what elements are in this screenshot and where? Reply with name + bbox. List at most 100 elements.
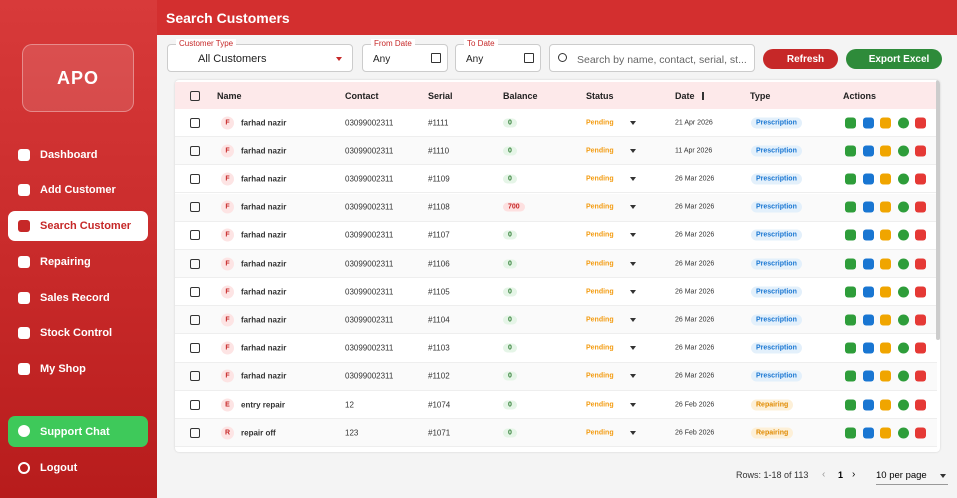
row-checkbox[interactable] [190, 315, 200, 325]
action-button[interactable] [845, 343, 856, 354]
status[interactable]: Pending [586, 429, 614, 436]
status[interactable]: Pending [586, 288, 614, 295]
row-checkbox[interactable] [190, 428, 200, 438]
status[interactable]: Pending [586, 232, 614, 239]
export-button[interactable]: Export Excel [846, 49, 942, 69]
action-button[interactable] [898, 427, 909, 438]
page-number[interactable]: 1 [838, 470, 843, 480]
status[interactable]: Pending [586, 204, 614, 211]
action-button[interactable] [880, 286, 891, 297]
status-caret[interactable] [630, 346, 636, 350]
action-button[interactable] [915, 202, 926, 213]
action-button[interactable] [863, 371, 874, 382]
row-checkbox[interactable] [190, 371, 200, 381]
prev-page[interactable]: ‹ [822, 469, 825, 480]
action-button[interactable] [880, 371, 891, 382]
action-button[interactable] [880, 399, 891, 410]
status[interactable]: Pending [586, 175, 614, 182]
from-date[interactable]: From Date Any [362, 44, 448, 72]
nav-item[interactable]: Dashboard [8, 140, 148, 170]
logo[interactable]: APO [22, 44, 134, 112]
action-button[interactable] [863, 117, 874, 128]
action-button[interactable] [845, 427, 856, 438]
action-button[interactable] [863, 258, 874, 269]
action-button[interactable] [880, 230, 891, 241]
status[interactable]: Pending [586, 316, 614, 323]
row-checkbox[interactable] [190, 146, 200, 156]
nav-item[interactable]: My Shop [8, 354, 148, 384]
nav-item[interactable]: Search Customer [8, 211, 148, 241]
status-caret[interactable] [630, 205, 636, 209]
column-header[interactable]: Date [675, 91, 695, 101]
row-checkbox[interactable] [190, 174, 200, 184]
nav-item[interactable]: Repairing [8, 247, 148, 277]
action-button[interactable] [915, 371, 926, 382]
action-button[interactable] [845, 371, 856, 382]
action-button[interactable] [845, 145, 856, 156]
action-button[interactable] [863, 173, 874, 184]
action-button[interactable] [898, 371, 909, 382]
nav-item[interactable]: Stock Control [8, 318, 148, 348]
status-caret[interactable] [630, 374, 636, 378]
status[interactable]: Pending [586, 373, 614, 380]
action-button[interactable] [863, 202, 874, 213]
search-input[interactable]: Search by name, contact, serial, st... [549, 44, 755, 72]
action-button[interactable] [863, 427, 874, 438]
action-button[interactable] [863, 399, 874, 410]
status[interactable]: Pending [586, 345, 614, 352]
action-button[interactable] [915, 399, 926, 410]
status-caret[interactable] [630, 121, 636, 125]
row-checkbox[interactable] [190, 118, 200, 128]
action-button[interactable] [915, 117, 926, 128]
action-button[interactable] [915, 230, 926, 241]
row-checkbox[interactable] [190, 287, 200, 297]
action-button[interactable] [898, 343, 909, 354]
action-button[interactable] [915, 343, 926, 354]
status-caret[interactable] [630, 290, 636, 294]
status[interactable]: Pending [586, 119, 614, 126]
action-button[interactable] [845, 399, 856, 410]
to-date[interactable]: To Date Any [455, 44, 541, 72]
refresh-button[interactable]: Refresh [763, 49, 838, 69]
status-caret[interactable] [630, 262, 636, 266]
action-button[interactable] [915, 173, 926, 184]
action-button[interactable] [898, 145, 909, 156]
action-button[interactable] [880, 314, 891, 325]
action-button[interactable] [845, 230, 856, 241]
support-chat[interactable]: Support Chat [8, 416, 148, 447]
action-button[interactable] [863, 145, 874, 156]
row-checkbox[interactable] [190, 259, 200, 269]
scrollbar[interactable] [936, 80, 940, 340]
select-all-checkbox[interactable] [190, 91, 200, 101]
status-caret[interactable] [630, 318, 636, 322]
action-button[interactable] [898, 286, 909, 297]
status-caret[interactable] [630, 233, 636, 237]
action-button[interactable] [863, 343, 874, 354]
action-button[interactable] [915, 427, 926, 438]
customer-type-select[interactable]: Customer Type All Customers [167, 44, 353, 72]
action-button[interactable] [915, 145, 926, 156]
action-button[interactable] [863, 230, 874, 241]
action-button[interactable] [863, 286, 874, 297]
action-button[interactable] [880, 202, 891, 213]
status[interactable]: Pending [586, 147, 614, 154]
action-button[interactable] [845, 173, 856, 184]
action-button[interactable] [915, 258, 926, 269]
row-checkbox[interactable] [190, 400, 200, 410]
action-button[interactable] [915, 286, 926, 297]
status-caret[interactable] [630, 403, 636, 407]
action-button[interactable] [915, 314, 926, 325]
action-button[interactable] [845, 258, 856, 269]
action-button[interactable] [845, 202, 856, 213]
nav-item[interactable]: Sales Record [8, 283, 148, 313]
action-button[interactable] [880, 145, 891, 156]
status-caret[interactable] [630, 149, 636, 153]
status-caret[interactable] [630, 431, 636, 435]
action-button[interactable] [898, 399, 909, 410]
action-button[interactable] [898, 117, 909, 128]
action-button[interactable] [845, 117, 856, 128]
row-checkbox[interactable] [190, 230, 200, 240]
row-checkbox[interactable] [190, 343, 200, 353]
status[interactable]: Pending [586, 401, 614, 408]
action-button[interactable] [880, 343, 891, 354]
